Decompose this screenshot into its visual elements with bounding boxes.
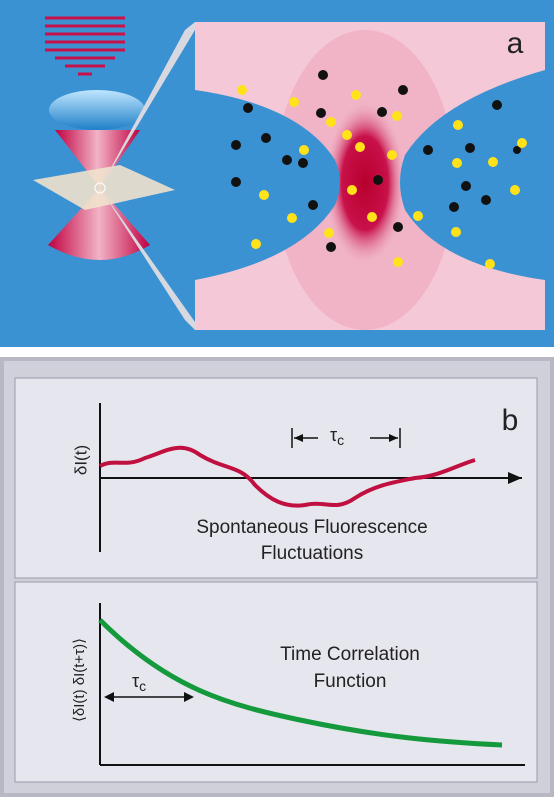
caption: Fluctuations xyxy=(261,543,363,564)
panel-label: b xyxy=(502,404,519,437)
caption: Function xyxy=(314,671,387,692)
y-axis-label: δI(t) xyxy=(71,445,90,475)
tau-symbol: τ xyxy=(330,425,337,445)
objective-lens xyxy=(49,90,145,130)
y-axis-label: ⟨δI(t) δI(t+τ)⟩ xyxy=(71,638,88,722)
panel-label: a xyxy=(507,27,524,60)
panel-a: a xyxy=(0,0,554,347)
caption: Spontaneous Fluorescence xyxy=(196,517,427,538)
figure: a τc δI(t) b Spontaneous Fluorescence Fl… xyxy=(0,0,554,797)
panel-b: τc δI(t) b Spontaneous Fluorescence Fluc… xyxy=(0,357,554,797)
caption: Time Correlation xyxy=(280,644,420,665)
tau-subscript: c xyxy=(337,432,344,448)
bottom-panel xyxy=(15,582,537,782)
tau-symbol: τ xyxy=(132,671,139,691)
tau-subscript: c xyxy=(139,678,146,694)
